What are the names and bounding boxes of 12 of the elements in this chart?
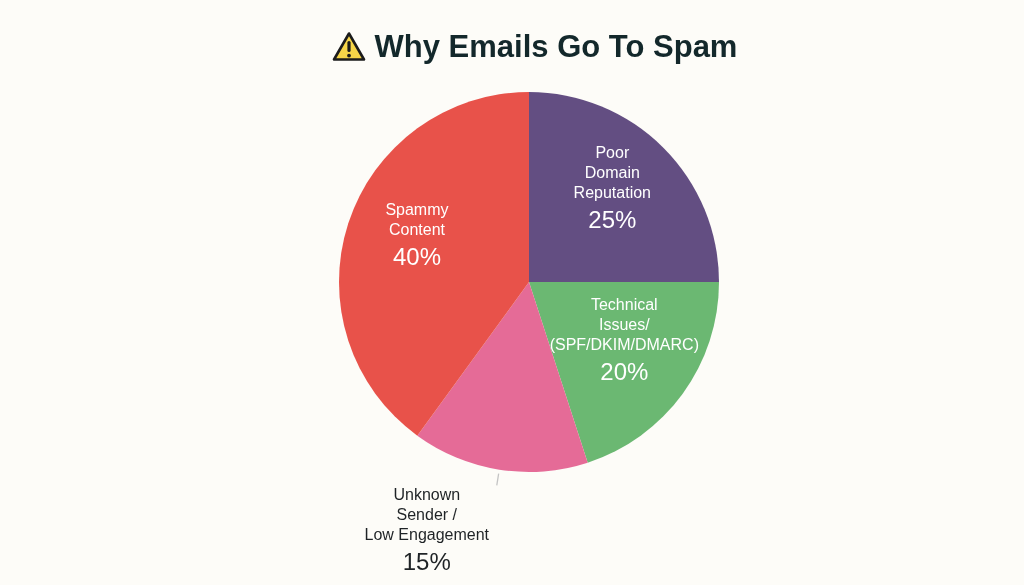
pie-slice bbox=[339, 92, 529, 436]
pie-slice bbox=[529, 92, 719, 282]
slice-label: Poor Domain Reputation bbox=[573, 143, 651, 201]
data-label: 15% bbox=[402, 548, 451, 576]
data-label: 25% bbox=[588, 205, 637, 233]
pie-slice bbox=[529, 282, 719, 463]
data-label: 40% bbox=[392, 242, 441, 270]
slice-label: Technical Issues/ (SPF/DKIM/DMARC) bbox=[549, 296, 699, 354]
chart-title: Why Emails Go To Spam bbox=[374, 29, 738, 64]
data-label: 20% bbox=[600, 358, 649, 386]
slice-label: Unknown Sender / Low Engagement bbox=[364, 486, 490, 544]
slice-label: Spammy Content bbox=[385, 200, 449, 238]
